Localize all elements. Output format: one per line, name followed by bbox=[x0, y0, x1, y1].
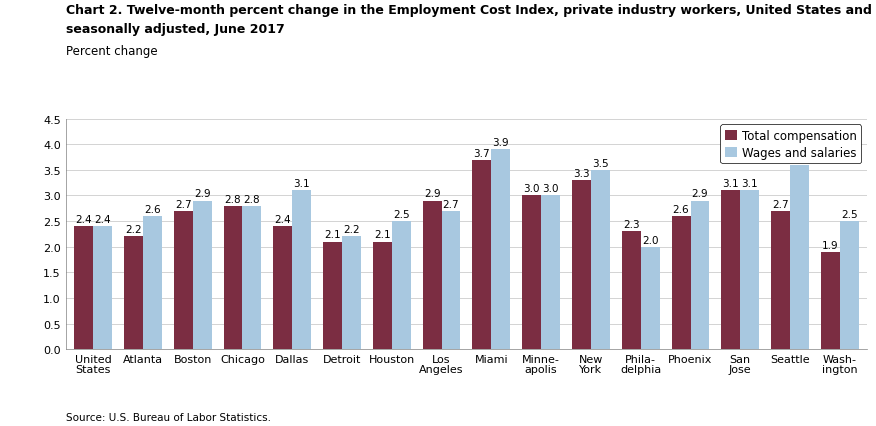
Bar bbox=[173, 211, 193, 349]
Text: 2.4: 2.4 bbox=[75, 215, 92, 225]
Legend: Total compensation, Wages and salaries: Total compensation, Wages and salaries bbox=[720, 125, 861, 164]
Text: 3.1: 3.1 bbox=[723, 179, 739, 189]
Bar bbox=[522, 196, 541, 349]
Bar bbox=[672, 216, 690, 349]
Text: 2.9: 2.9 bbox=[194, 189, 210, 199]
Bar bbox=[840, 222, 858, 349]
Bar bbox=[591, 170, 610, 349]
Bar bbox=[342, 237, 361, 349]
Bar bbox=[740, 191, 759, 349]
Bar bbox=[124, 237, 143, 349]
Text: 2.0: 2.0 bbox=[642, 235, 659, 245]
Text: 2.1: 2.1 bbox=[324, 230, 341, 240]
Text: 2.7: 2.7 bbox=[773, 199, 789, 209]
Bar bbox=[442, 211, 461, 349]
Bar bbox=[93, 227, 112, 349]
Bar bbox=[243, 206, 261, 349]
Text: 2.5: 2.5 bbox=[841, 210, 858, 219]
Text: 2.1: 2.1 bbox=[374, 230, 391, 240]
Text: 2.7: 2.7 bbox=[442, 199, 459, 209]
Bar bbox=[821, 252, 840, 349]
Text: seasonally adjusted, June 2017: seasonally adjusted, June 2017 bbox=[66, 23, 285, 36]
Text: 3.6: 3.6 bbox=[791, 153, 808, 163]
Bar bbox=[392, 222, 411, 349]
Text: 2.8: 2.8 bbox=[224, 194, 241, 204]
Text: 1.9: 1.9 bbox=[822, 240, 838, 250]
Text: 3.5: 3.5 bbox=[592, 158, 609, 168]
Text: 2.6: 2.6 bbox=[144, 204, 160, 214]
Text: 3.1: 3.1 bbox=[293, 179, 310, 189]
Text: 2.5: 2.5 bbox=[393, 210, 410, 219]
Text: Chart 2. Twelve-month percent change in the Employment Cost Index, private indus: Chart 2. Twelve-month percent change in … bbox=[66, 4, 876, 17]
Bar bbox=[541, 196, 560, 349]
Text: Source: U.S. Bureau of Labor Statistics.: Source: U.S. Bureau of Labor Statistics. bbox=[66, 412, 271, 422]
Text: 2.9: 2.9 bbox=[424, 189, 441, 199]
Bar bbox=[223, 206, 243, 349]
Bar bbox=[491, 150, 511, 349]
Text: 2.2: 2.2 bbox=[343, 225, 360, 235]
Bar bbox=[690, 201, 710, 349]
Text: 3.9: 3.9 bbox=[492, 138, 509, 148]
Text: 3.0: 3.0 bbox=[524, 184, 540, 194]
Bar bbox=[373, 242, 392, 349]
Text: Percent change: Percent change bbox=[66, 45, 158, 58]
Text: 2.2: 2.2 bbox=[125, 225, 142, 235]
Text: 2.7: 2.7 bbox=[175, 199, 192, 209]
Text: 2.3: 2.3 bbox=[623, 220, 639, 230]
Bar bbox=[771, 211, 790, 349]
Bar bbox=[472, 160, 491, 349]
Text: 3.7: 3.7 bbox=[474, 148, 491, 158]
Text: 3.3: 3.3 bbox=[573, 169, 590, 178]
Bar bbox=[622, 232, 640, 349]
Text: 2.4: 2.4 bbox=[95, 215, 111, 225]
Bar bbox=[572, 181, 591, 349]
Bar bbox=[293, 191, 311, 349]
Text: 2.4: 2.4 bbox=[274, 215, 291, 225]
Text: 3.1: 3.1 bbox=[741, 179, 758, 189]
Bar bbox=[422, 201, 442, 349]
Text: 2.9: 2.9 bbox=[692, 189, 709, 199]
Bar bbox=[193, 201, 212, 349]
Text: 2.8: 2.8 bbox=[244, 194, 260, 204]
Text: 2.6: 2.6 bbox=[673, 204, 689, 214]
Text: 3.0: 3.0 bbox=[542, 184, 559, 194]
Bar bbox=[721, 191, 740, 349]
Bar bbox=[790, 165, 809, 349]
Bar bbox=[273, 227, 293, 349]
Bar bbox=[323, 242, 342, 349]
Bar bbox=[143, 216, 162, 349]
Bar bbox=[640, 247, 660, 349]
Bar bbox=[74, 227, 93, 349]
